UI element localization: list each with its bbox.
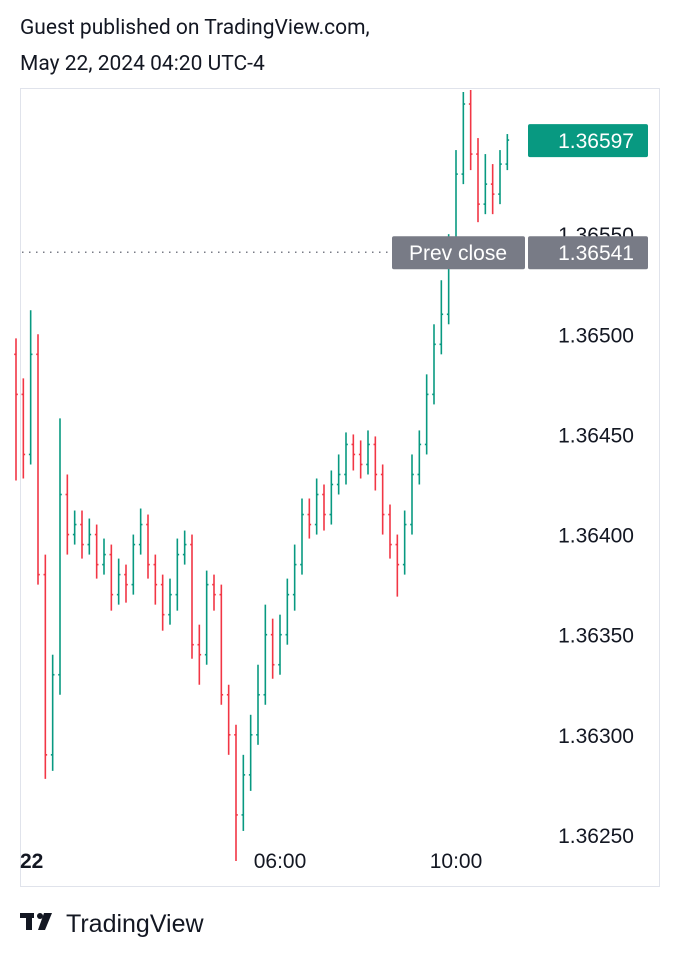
ohlc-bar [87,518,92,555]
ohlc-bar [234,724,238,861]
ohlc-bar [182,530,187,565]
ohlc-bar [28,310,33,465]
ohlc-bar [102,538,106,575]
ohlc-bar [80,510,84,559]
ohlc-bar [307,498,312,539]
prev-close-price: 1.36541 [558,242,634,265]
ohlc-bar [380,464,385,535]
ohlc-bar [417,430,422,485]
ohlc-bar [146,514,150,579]
ohlc-bar [43,554,48,779]
x-tick-label: 06:00 [254,850,307,873]
brand-logo [20,913,52,930]
publish-date: May 22, 2024 04:20 UTC-4 [20,52,265,76]
ohlc-bar [373,436,378,491]
y-tick-label: 1.36300 [558,725,634,748]
ohlc-bar [270,618,275,679]
ohlc-bar [410,454,414,535]
ohlc-bar [168,578,172,625]
chart-frame [20,88,660,887]
ohlc-bar [50,654,55,771]
ohlc-bar [14,338,18,481]
ohlc-bar [21,378,26,479]
ohlc-bar [175,538,180,611]
y-tick-label: 1.36500 [558,324,634,347]
ohlc-bar [344,432,348,485]
ohlc-bar [212,574,216,611]
y-tick-label: 1.36250 [558,825,634,848]
ohlc-bar [395,534,400,597]
ohlc-bar [366,430,370,475]
prev-close-tag [392,236,525,270]
brand-name: TradingView [66,910,205,938]
ohlc-bar [263,604,268,705]
ohlc-bar [490,164,495,215]
ohlc-bar [138,508,143,555]
ohlc-bar [336,454,341,495]
ohlc-bar [204,570,209,665]
ohlc-bar [483,154,488,215]
ohlc-bar [358,440,363,479]
ohlc-bar [314,478,319,535]
ohlc-bar [65,474,70,555]
ohlc-bar [461,92,466,185]
y-tick-label: 1.36400 [558,525,634,548]
ohlc-bar [241,754,246,831]
ohlc-bar [432,324,436,405]
ohlc-bar [329,470,334,525]
ohlc-bar [219,584,224,705]
ohlc-bar [278,614,282,675]
ohlc-bar [402,510,407,575]
ohlc-bar [476,138,480,223]
ohlc-bar [256,664,260,745]
ohlc-bar [131,534,136,595]
ohlc-bar [94,524,99,579]
ohlc-bar [300,498,304,575]
ohlc-bar [498,150,502,205]
ohlc-bar [36,334,40,585]
ohlc-bar [153,554,158,605]
ohlc-bar [197,624,202,685]
ohlc-bar [160,574,165,631]
ohlc-bar [468,90,473,171]
ohlc-bar [322,484,326,531]
ohlc-bar [124,564,128,603]
last-price: 1.36597 [558,130,634,153]
prev-close-label: Prev close [409,242,507,265]
x-tick-label: 10:00 [430,850,483,873]
ohlc-bar [72,510,77,545]
ohlc-bar [292,544,297,611]
ohlc-bar [505,134,510,171]
y-tick-label: 1.36350 [558,625,634,648]
ohlc-bar [116,558,121,605]
publisher-line: Guest published on TradingView.com, [20,16,370,40]
prev-close-price-tag [528,236,648,270]
ohlc-bar [226,684,231,755]
ohlc-bar [58,418,62,695]
x-tick-label: 22 [20,850,43,873]
ohlc-bar [285,578,290,645]
y-tick-label: 1.36450 [558,424,634,447]
ohlc-bar [248,714,253,791]
ohlc-bar [109,544,114,611]
ohlc-bar [190,534,194,659]
ohlc-bar [439,280,444,355]
ohlc-bar [424,374,429,455]
ohlc-bar [351,434,356,471]
ohlc-bar [388,504,392,559]
last-price-tag [528,124,648,158]
